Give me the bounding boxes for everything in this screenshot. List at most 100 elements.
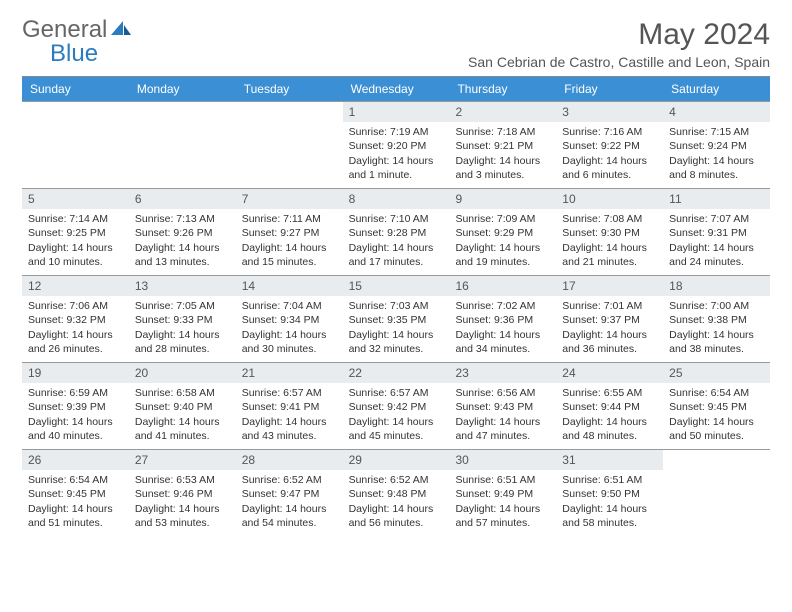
daylight-text: Daylight: 14 hours and 38 minutes. (669, 328, 764, 356)
sunset-text: Sunset: 9:35 PM (349, 313, 444, 327)
daylight-text: Daylight: 14 hours and 58 minutes. (562, 502, 657, 530)
day-number: 10 (556, 189, 663, 209)
day-cell: 8Sunrise: 7:10 AMSunset: 9:28 PMDaylight… (343, 189, 450, 275)
daylight-text: Daylight: 14 hours and 34 minutes. (455, 328, 550, 356)
day-body: Sunrise: 7:13 AMSunset: 9:26 PMDaylight:… (129, 211, 236, 273)
week-row: 12Sunrise: 7:06 AMSunset: 9:32 PMDayligh… (22, 275, 770, 362)
day-number: 8 (343, 189, 450, 209)
day-body: Sunrise: 7:11 AMSunset: 9:27 PMDaylight:… (236, 211, 343, 273)
day-cell: 31Sunrise: 6:51 AMSunset: 9:50 PMDayligh… (556, 450, 663, 536)
week-row: 5Sunrise: 7:14 AMSunset: 9:25 PMDaylight… (22, 188, 770, 275)
day-cell: 1Sunrise: 7:19 AMSunset: 9:20 PMDaylight… (343, 102, 450, 188)
sunset-text: Sunset: 9:45 PM (669, 400, 764, 414)
day-number: 25 (663, 363, 770, 383)
day-body: Sunrise: 6:54 AMSunset: 9:45 PMDaylight:… (22, 472, 129, 534)
day-body: Sunrise: 6:57 AMSunset: 9:42 PMDaylight:… (343, 385, 450, 447)
day-cell: 13Sunrise: 7:05 AMSunset: 9:33 PMDayligh… (129, 276, 236, 362)
day-cell: 16Sunrise: 7:02 AMSunset: 9:36 PMDayligh… (449, 276, 556, 362)
calendar-grid: SundayMondayTuesdayWednesdayThursdayFrid… (22, 76, 770, 536)
daylight-text: Daylight: 14 hours and 17 minutes. (349, 241, 444, 269)
logo-sail-icon (109, 18, 133, 36)
sunrise-text: Sunrise: 6:54 AM (669, 386, 764, 400)
daylight-text: Daylight: 14 hours and 1 minute. (349, 154, 444, 182)
sunset-text: Sunset: 9:31 PM (669, 226, 764, 240)
sunrise-text: Sunrise: 7:16 AM (562, 125, 657, 139)
sunset-text: Sunset: 9:41 PM (242, 400, 337, 414)
sunrise-text: Sunrise: 7:08 AM (562, 212, 657, 226)
daylight-text: Daylight: 14 hours and 3 minutes. (455, 154, 550, 182)
day-body: Sunrise: 7:19 AMSunset: 9:20 PMDaylight:… (343, 124, 450, 186)
sunset-text: Sunset: 9:36 PM (455, 313, 550, 327)
day-body: Sunrise: 7:00 AMSunset: 9:38 PMDaylight:… (663, 298, 770, 360)
day-number: 21 (236, 363, 343, 383)
sunrise-text: Sunrise: 6:55 AM (562, 386, 657, 400)
day-number: 26 (22, 450, 129, 470)
weeks-container: 1Sunrise: 7:19 AMSunset: 9:20 PMDaylight… (22, 101, 770, 536)
day-body: Sunrise: 6:57 AMSunset: 9:41 PMDaylight:… (236, 385, 343, 447)
day-cell: 4Sunrise: 7:15 AMSunset: 9:24 PMDaylight… (663, 102, 770, 188)
daylight-text: Daylight: 14 hours and 41 minutes. (135, 415, 230, 443)
daylight-text: Daylight: 14 hours and 48 minutes. (562, 415, 657, 443)
day-body: Sunrise: 7:18 AMSunset: 9:21 PMDaylight:… (449, 124, 556, 186)
day-cell: 7Sunrise: 7:11 AMSunset: 9:27 PMDaylight… (236, 189, 343, 275)
sunset-text: Sunset: 9:47 PM (242, 487, 337, 501)
day-cell: 11Sunrise: 7:07 AMSunset: 9:31 PMDayligh… (663, 189, 770, 275)
sunrise-text: Sunrise: 7:19 AM (349, 125, 444, 139)
day-body: Sunrise: 6:54 AMSunset: 9:45 PMDaylight:… (663, 385, 770, 447)
day-number: 15 (343, 276, 450, 296)
day-number: 30 (449, 450, 556, 470)
day-number: 1 (343, 102, 450, 122)
sunrise-text: Sunrise: 6:59 AM (28, 386, 123, 400)
day-number: 13 (129, 276, 236, 296)
day-number: 16 (449, 276, 556, 296)
sunrise-text: Sunrise: 6:51 AM (455, 473, 550, 487)
sunrise-text: Sunrise: 6:52 AM (349, 473, 444, 487)
sunset-text: Sunset: 9:45 PM (28, 487, 123, 501)
title-block: May 2024 San Cebrian de Castro, Castille… (468, 18, 770, 70)
daylight-text: Daylight: 14 hours and 6 minutes. (562, 154, 657, 182)
day-cell (22, 102, 129, 188)
sunset-text: Sunset: 9:28 PM (349, 226, 444, 240)
day-body: Sunrise: 6:58 AMSunset: 9:40 PMDaylight:… (129, 385, 236, 447)
daylight-text: Daylight: 14 hours and 54 minutes. (242, 502, 337, 530)
daylight-text: Daylight: 14 hours and 57 minutes. (455, 502, 550, 530)
daylight-text: Daylight: 14 hours and 51 minutes. (28, 502, 123, 530)
weekday-header: Sunday (22, 77, 129, 101)
day-cell: 30 Sunrise: 6:51 AMSunset: 9:49 PMDayligh… (449, 450, 556, 536)
sunset-text: Sunset: 9:43 PM (455, 400, 550, 414)
sunset-text: Sunset: 9:37 PM (562, 313, 657, 327)
day-cell: 6Sunrise: 7:13 AMSunset: 9:26 PMDaylight… (129, 189, 236, 275)
day-number: 11 (663, 189, 770, 209)
daylight-text: Daylight: 14 hours and 30 minutes. (242, 328, 337, 356)
day-cell: 18Sunrise: 7:00 AMSunset: 9:38 PMDayligh… (663, 276, 770, 362)
sunset-text: Sunset: 9:22 PM (562, 139, 657, 153)
daylight-text: Daylight: 14 hours and 43 minutes. (242, 415, 337, 443)
sunrise-text: Sunrise: 7:18 AM (455, 125, 550, 139)
day-cell: 3Sunrise: 7:16 AMSunset: 9:22 PMDaylight… (556, 102, 663, 188)
day-body: Sunrise: 6:53 AMSunset: 9:46 PMDaylight:… (129, 472, 236, 534)
sunrise-text: Sunrise: 7:09 AM (455, 212, 550, 226)
day-body: Sunrise: 6:59 AMSunset: 9:39 PMDaylight:… (22, 385, 129, 447)
day-body: Sunrise: 7:02 AMSunset: 9:36 PMDaylight:… (449, 298, 556, 360)
daylight-text: Daylight: 14 hours and 28 minutes. (135, 328, 230, 356)
day-body: Sunrise: 6:52 AMSunset: 9:47 PMDaylight:… (236, 472, 343, 534)
sunset-text: Sunset: 9:49 PM (455, 487, 550, 501)
daylight-text: Daylight: 14 hours and 10 minutes. (28, 241, 123, 269)
daylight-text: Daylight: 14 hours and 36 minutes. (562, 328, 657, 356)
sunset-text: Sunset: 9:24 PM (669, 139, 764, 153)
weekday-header: Saturday (663, 77, 770, 101)
day-cell: 25Sunrise: 6:54 AMSunset: 9:45 PMDayligh… (663, 363, 770, 449)
day-number: 4 (663, 102, 770, 122)
daylight-text: Daylight: 14 hours and 45 minutes. (349, 415, 444, 443)
day-body: Sunrise: 7:15 AMSunset: 9:24 PMDaylight:… (663, 124, 770, 186)
sunset-text: Sunset: 9:38 PM (669, 313, 764, 327)
daylight-text: Daylight: 14 hours and 15 minutes. (242, 241, 337, 269)
day-body: Sunrise: 6:55 AMSunset: 9:44 PMDaylight:… (556, 385, 663, 447)
daylight-text: Daylight: 14 hours and 47 minutes. (455, 415, 550, 443)
logo: GeneralBlue (22, 18, 133, 66)
sunrise-text: Sunrise: 6:56 AM (455, 386, 550, 400)
day-number: 31 (556, 450, 663, 470)
day-cell: 21Sunrise: 6:57 AMSunset: 9:41 PMDayligh… (236, 363, 343, 449)
weekday-header: Tuesday (236, 77, 343, 101)
day-number: 9 (449, 189, 556, 209)
